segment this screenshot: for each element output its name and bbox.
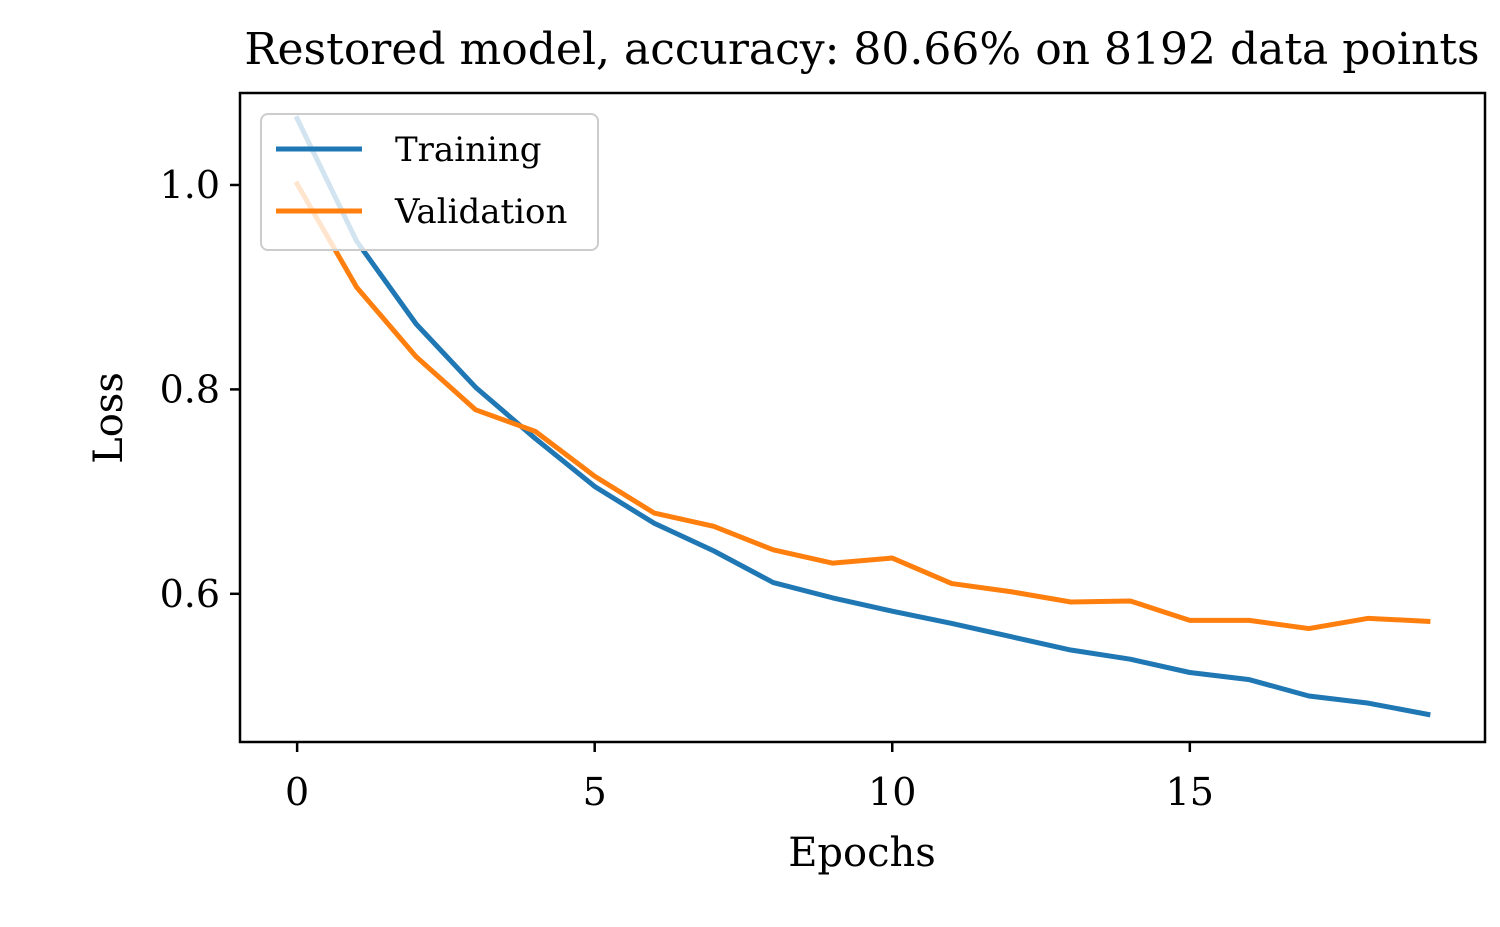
series-line-validation <box>293 180 1431 632</box>
x-axis-label: Epochs <box>788 830 936 876</box>
x-tick-label: 10 <box>868 770 916 814</box>
x-tick-label: 5 <box>583 770 607 814</box>
legend-label-validation: Validation <box>394 192 567 232</box>
y-axis-label: Loss <box>86 372 132 464</box>
legend-label-training: Training <box>395 130 542 170</box>
series-line-training <box>293 115 1431 718</box>
y-tick-label: 0.8 <box>160 367 220 411</box>
y-axis-ticks: 0.6 0.8 1.0 <box>160 163 240 616</box>
x-tick-label: 0 <box>285 770 309 814</box>
legend: Training Validation <box>260 113 599 251</box>
plot-frame <box>238 91 1487 744</box>
x-tick-label: 15 <box>1166 770 1214 814</box>
y-tick-label: 1.0 <box>160 163 220 207</box>
y-tick-label: 0.6 <box>160 572 220 616</box>
chart-title: Restored model, accuracy: 80.66% on 8192… <box>244 24 1479 75</box>
x-axis-ticks: 0 5 10 15 <box>285 742 1214 814</box>
plot-area <box>293 115 1431 718</box>
